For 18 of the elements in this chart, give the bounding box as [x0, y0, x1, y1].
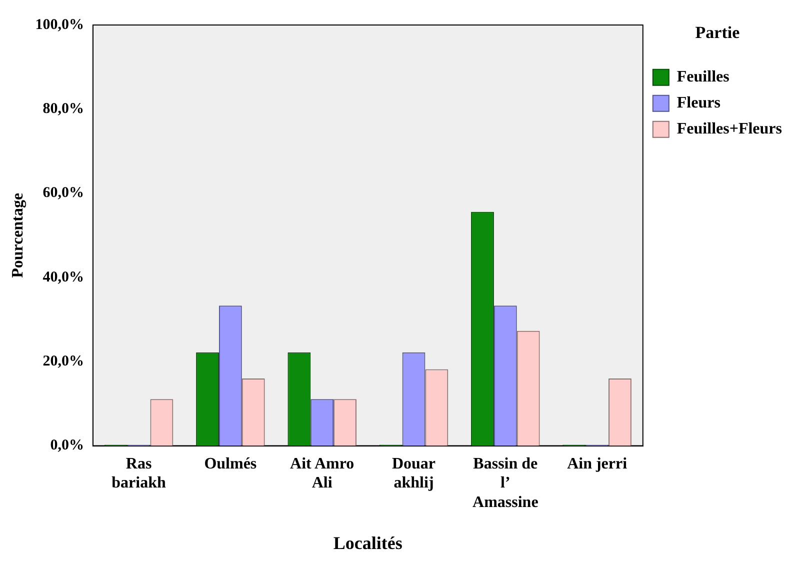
legend-label: Feuilles — [676, 68, 730, 86]
y-tick-label: 80,0% — [42, 101, 84, 118]
x-tick-label: Douar akhlij — [392, 456, 436, 492]
x-axis-title: Localités — [333, 532, 402, 553]
y-axis-title: Pourcentage — [10, 192, 27, 278]
x-tick-label: Ain jerri — [567, 456, 628, 473]
y-tick-label: 0,0% — [50, 438, 84, 454]
x-tick-label: Ras bariakh — [112, 456, 166, 492]
y-tick-label: 100,0% — [35, 16, 84, 33]
y-tick-label: 40,0% — [42, 269, 84, 286]
x-tick-label: Oulmés — [204, 456, 257, 473]
legend-label: Feuilles+Fleurs — [676, 120, 782, 138]
x-tick-label: Bassin de l’ Amassine — [472, 456, 538, 511]
y-tick-label: 20,0% — [42, 354, 84, 370]
legend-label: Fleurs — [676, 94, 720, 112]
legend-title: Partie — [695, 22, 740, 42]
x-tick-label: Ait Amro Ali — [290, 456, 354, 492]
y-tick-label: 60,0% — [42, 185, 84, 202]
